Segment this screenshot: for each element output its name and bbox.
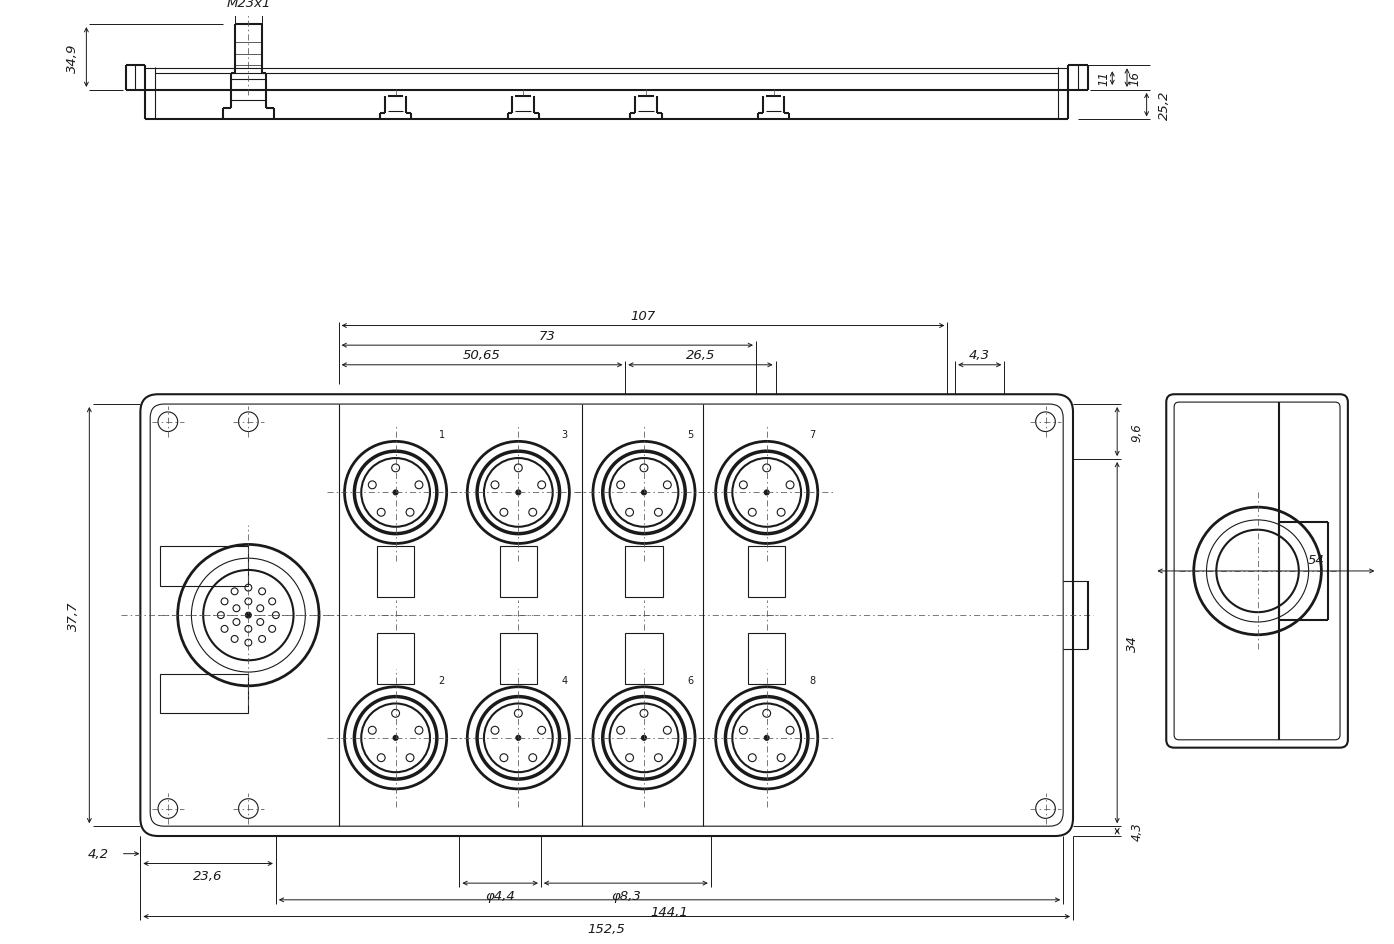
Text: 11: 11	[1098, 71, 1111, 86]
Circle shape	[641, 735, 647, 740]
Text: 34,9: 34,9	[66, 43, 79, 73]
Text: 5: 5	[687, 430, 693, 440]
Text: 2: 2	[439, 675, 445, 685]
Text: 34: 34	[1126, 634, 1139, 651]
Text: 4,3: 4,3	[1131, 822, 1143, 840]
Text: 1: 1	[439, 430, 445, 440]
Circle shape	[393, 491, 399, 496]
Text: 144,1: 144,1	[651, 905, 689, 919]
Text: 7: 7	[810, 430, 815, 440]
Circle shape	[602, 697, 686, 779]
Text: 6: 6	[687, 675, 693, 685]
Text: M23x1: M23x1	[226, 0, 270, 10]
Text: 54: 54	[1308, 553, 1324, 566]
Text: 8: 8	[810, 675, 815, 685]
Text: 9,6: 9,6	[1131, 423, 1143, 442]
Circle shape	[725, 697, 809, 779]
Text: 73: 73	[539, 329, 556, 343]
Circle shape	[641, 491, 647, 496]
Text: φ8,3: φ8,3	[611, 889, 641, 902]
Text: 37,7: 37,7	[67, 600, 79, 631]
Circle shape	[354, 697, 436, 779]
Bar	[160, 674, 248, 714]
Circle shape	[725, 451, 809, 534]
Text: 3: 3	[562, 430, 567, 440]
Bar	[376, 547, 414, 598]
Circle shape	[245, 613, 251, 618]
Circle shape	[764, 491, 769, 496]
Text: 4,2: 4,2	[88, 848, 109, 860]
Bar	[499, 633, 537, 684]
Bar	[626, 547, 662, 598]
Text: 23,6: 23,6	[194, 868, 223, 882]
Text: 25,2: 25,2	[1158, 91, 1171, 120]
Text: 4,3: 4,3	[969, 349, 990, 362]
Circle shape	[477, 451, 559, 534]
Text: 107: 107	[630, 310, 655, 323]
Bar	[749, 633, 785, 684]
Text: 26,5: 26,5	[686, 349, 715, 362]
Circle shape	[354, 451, 436, 534]
Circle shape	[516, 491, 521, 496]
Text: 50,65: 50,65	[463, 349, 500, 362]
Text: 16: 16	[1128, 71, 1142, 86]
Bar	[160, 547, 248, 586]
Circle shape	[477, 697, 559, 779]
Bar	[376, 633, 414, 684]
Circle shape	[602, 451, 686, 534]
Text: 152,5: 152,5	[588, 922, 626, 935]
Text: φ4,4: φ4,4	[485, 889, 514, 902]
Bar	[749, 547, 785, 598]
Circle shape	[764, 735, 769, 740]
Bar	[626, 633, 662, 684]
Text: 4: 4	[562, 675, 567, 685]
Circle shape	[516, 735, 521, 740]
Bar	[499, 547, 537, 598]
Circle shape	[393, 735, 399, 740]
